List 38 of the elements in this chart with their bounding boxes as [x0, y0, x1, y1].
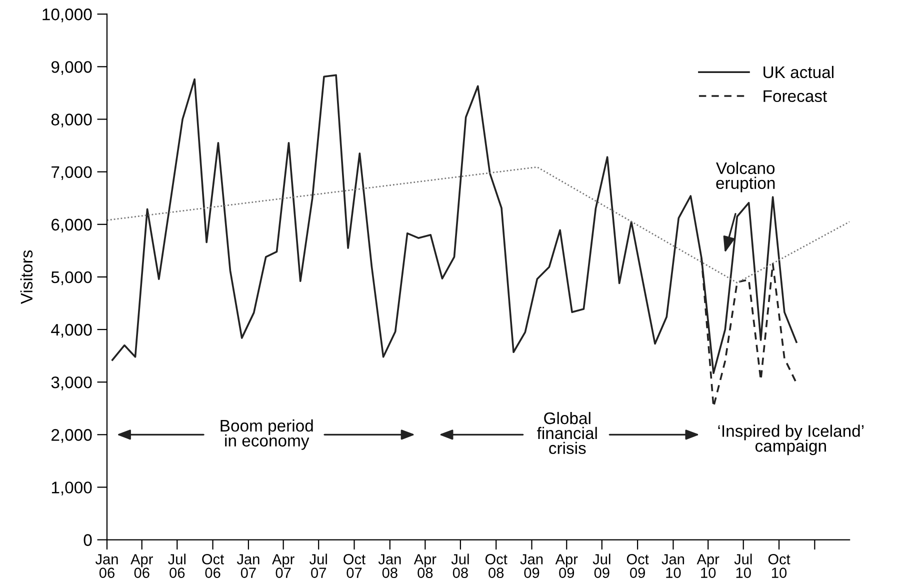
x-tick-label: Jan 07: [236, 554, 260, 578]
y-tick-label: 0: [84, 534, 92, 546]
x-tick-label: Oct 08: [485, 554, 508, 578]
x-tick-label: Oct 10: [768, 554, 790, 578]
x-tick-label: Apr 07: [272, 554, 294, 578]
x-tick-label: Oct 09: [626, 554, 649, 578]
annotation: Boom period in economy: [220, 419, 313, 450]
x-tick-label: Apr 09: [555, 554, 578, 578]
x-tick-label: Jan 09: [520, 554, 543, 578]
x-tick-label: Apr 10: [696, 554, 720, 578]
y-tick-label: 10,000: [42, 8, 92, 22]
x-tick-label: Apr 06: [130, 554, 153, 578]
annotation: ‘Inspired by Iceland’ campaign: [718, 424, 864, 456]
annotation: Volcano eruption: [716, 162, 775, 192]
y-tick-label: 7,000: [52, 166, 92, 180]
x-tick-label: Oct 07: [344, 554, 366, 578]
y-tick-label: 4,000: [51, 324, 92, 338]
y-tick-label: 2,000: [52, 429, 92, 443]
legend-label: Forecast: [764, 90, 828, 102]
x-tick-label: Jan 10: [662, 554, 684, 578]
y-tick-label: 5,000: [51, 271, 92, 286]
legend-label: UK actual: [764, 66, 834, 78]
x-tick-label: Jul 06: [168, 554, 186, 578]
x-tick-label: Jan 08: [378, 554, 401, 578]
annotation: Global financial crisis: [537, 412, 597, 454]
x-tick-label: Jan 06: [95, 554, 118, 578]
x-tick-label: Jul 07: [310, 554, 327, 578]
x-tick-label: Jul 08: [451, 554, 469, 578]
x-tick-label: Jul 09: [592, 554, 610, 578]
y-tick-label: 9,000: [51, 61, 92, 75]
y-tick-label: 3,000: [51, 376, 92, 390]
x-tick-label: Jul 10: [734, 554, 752, 578]
x-tick-label: Apr 08: [414, 554, 436, 578]
y-tick-label: 6,000: [52, 218, 92, 233]
y-tick-label: 8,000: [51, 114, 92, 128]
y-axis-title: Visitors: [20, 250, 33, 304]
y-tick-label: 1,000: [52, 482, 92, 496]
x-tick-label: Oct 06: [202, 554, 224, 578]
